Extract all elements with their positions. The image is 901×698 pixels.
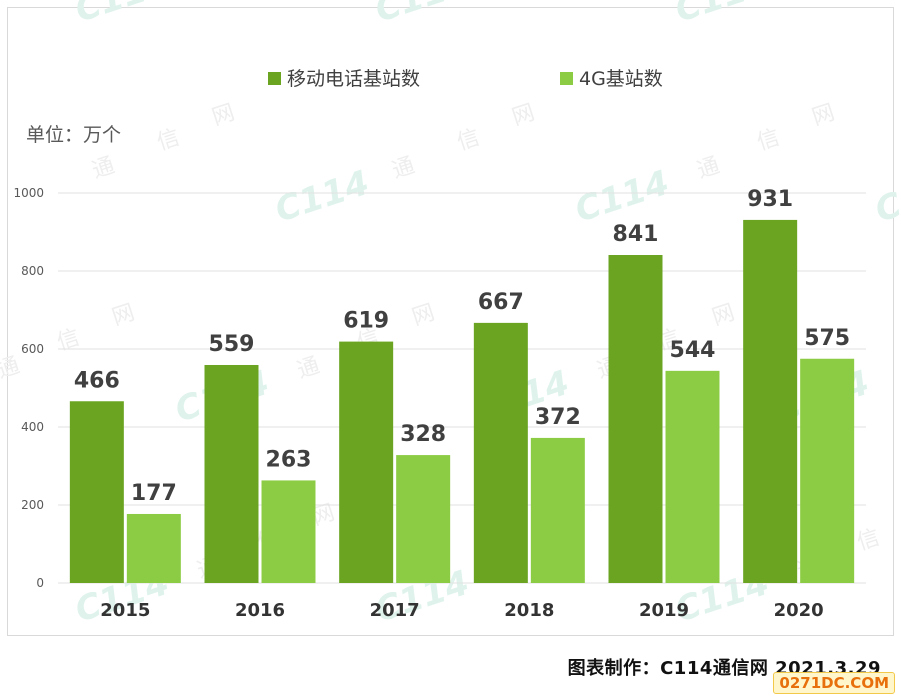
- y-tick-label: 0: [36, 576, 44, 590]
- x-tick-label: 2016: [235, 600, 285, 621]
- watermark-text: 通: [389, 153, 418, 184]
- watermark-text: 通: [694, 153, 723, 184]
- legend: 移动电话基站数 4G基站数: [268, 68, 663, 90]
- watermark-text: 信: [854, 525, 883, 556]
- bar: [473, 322, 528, 583]
- watermark-text: 信: [454, 125, 483, 156]
- bar: [800, 358, 855, 583]
- watermark-logo: C114: [270, 163, 374, 231]
- watermark-text: 通: [0, 353, 23, 384]
- watermark-text: 网: [409, 300, 438, 331]
- watermark-text: 网: [209, 100, 238, 131]
- watermark-text: 通: [294, 353, 323, 384]
- bar: [665, 370, 720, 583]
- data-label: 931: [747, 187, 793, 212]
- y-tick-label: 800: [21, 264, 44, 278]
- data-label: 841: [613, 222, 659, 247]
- x-tick-label: 2020: [774, 600, 824, 621]
- watermark-logo: C114: [70, 0, 174, 31]
- data-label: 328: [400, 422, 446, 447]
- gridlines: [58, 192, 866, 584]
- x-tick-label: 2018: [504, 600, 554, 621]
- watermark-text: 信: [754, 125, 783, 156]
- x-axis-ticks: 2015 2016 2017 2018 2019 2020: [100, 600, 823, 621]
- bar: [608, 255, 663, 583]
- bar: [339, 341, 394, 583]
- y-tick-label: 400: [21, 420, 44, 434]
- watermark-logo: C114: [370, 0, 474, 31]
- x-tick-label: 2015: [100, 600, 150, 621]
- x-tick-label: 2017: [370, 600, 420, 621]
- watermark-text: 网: [709, 300, 738, 331]
- data-label: 575: [804, 326, 850, 351]
- unit-label: 单位：万个: [26, 124, 121, 146]
- bars: [69, 219, 855, 583]
- legend-label: 移动电话基站数: [287, 68, 420, 90]
- legend-swatch: [560, 72, 573, 85]
- watermark-text: 网: [809, 100, 838, 131]
- watermark-logo: C114: [870, 163, 901, 231]
- corner-logo: 0271DC.COM: [773, 672, 895, 694]
- legend-label: 4G基站数: [579, 68, 663, 90]
- data-label: 667: [478, 290, 524, 315]
- watermark-text: 信: [54, 325, 83, 356]
- watermark-logo: C114: [670, 0, 774, 31]
- data-label: 544: [670, 338, 716, 363]
- y-tick-label: 1000: [13, 186, 44, 200]
- watermark-text: 通: [89, 153, 118, 184]
- data-label: 177: [131, 481, 177, 506]
- bar: [69, 401, 124, 583]
- data-label: 263: [266, 447, 312, 472]
- data-label: 372: [535, 405, 581, 430]
- watermark-text: 网: [109, 300, 138, 331]
- data-label: 619: [343, 309, 389, 334]
- data-labels: 466 177 559 263 619 328 667 372 841 544 931 575: [74, 187, 850, 506]
- bar: [743, 219, 798, 583]
- watermark-text: 信: [154, 125, 183, 156]
- watermark-text: 网: [509, 100, 538, 131]
- bar: [126, 513, 181, 583]
- bar: [204, 364, 259, 583]
- bar: [530, 437, 585, 583]
- y-tick-label: 200: [21, 498, 44, 512]
- data-label: 559: [209, 332, 255, 357]
- watermark-logo: C114: [570, 163, 674, 231]
- y-tick-label: 600: [21, 342, 44, 356]
- bar: [396, 455, 451, 583]
- y-axis-ticks: 0 200 400 600 800 1000: [13, 186, 44, 590]
- x-tick-label: 2019: [639, 600, 689, 621]
- legend-swatch: [268, 72, 281, 85]
- bar: [261, 480, 316, 583]
- data-label: 466: [74, 368, 120, 393]
